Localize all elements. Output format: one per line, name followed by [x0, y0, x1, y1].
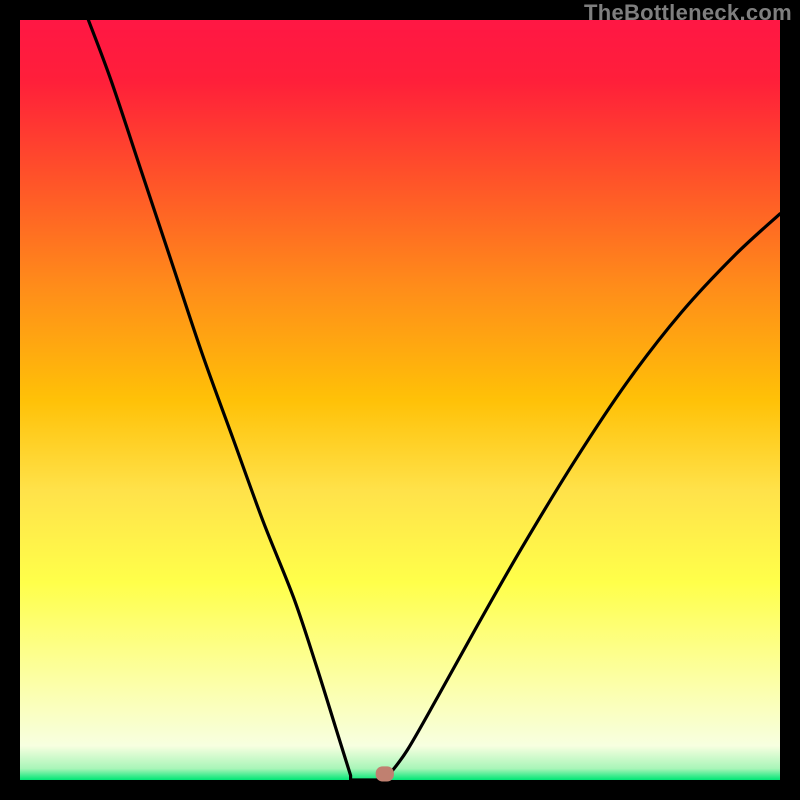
chart-stage: TheBottleneck.com: [0, 0, 800, 800]
watermark-text: TheBottleneck.com: [584, 0, 792, 26]
optimum-marker: [376, 766, 394, 781]
plot-gradient-background: [20, 20, 780, 780]
bottleneck-chart-svg: [0, 0, 800, 800]
